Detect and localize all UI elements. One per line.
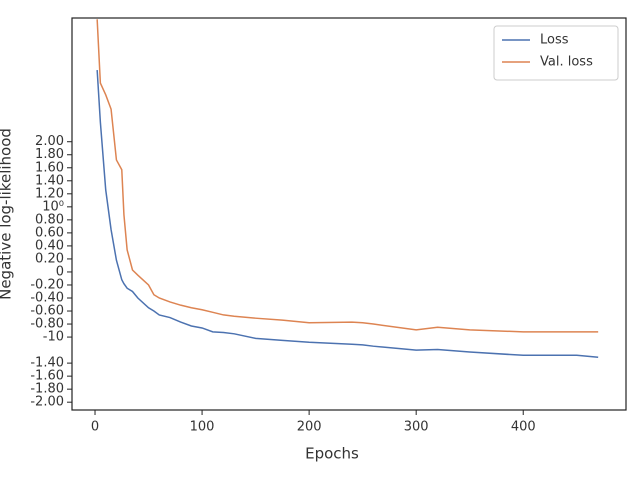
y-tick-label: 1.20 xyxy=(35,186,64,201)
legend-label: Val. loss xyxy=(540,55,593,70)
y-tick-label: 1.60 xyxy=(35,160,64,175)
y-tick-label: 10⁰ xyxy=(42,199,64,214)
legend-label: Loss xyxy=(540,33,569,48)
y-tick-label: 0.60 xyxy=(35,225,64,240)
y-tick-label: -0.80 xyxy=(30,317,64,332)
y-tick-label: 0.80 xyxy=(35,212,64,227)
y-tick-label: -10 xyxy=(43,330,64,345)
y-tick-label: -1.80 xyxy=(30,382,64,397)
y-tick-label: 2.00 xyxy=(35,134,64,149)
y-tick-label: -1.60 xyxy=(30,369,64,384)
x-tick-label: 100 xyxy=(190,420,215,435)
y-tick-label: 1.40 xyxy=(35,173,64,188)
y-tick-label: -1.40 xyxy=(30,356,64,371)
y-tick-label: -0.40 xyxy=(30,291,64,306)
y-tick-label: 1.80 xyxy=(35,147,64,162)
y-tick-label: 0.40 xyxy=(35,238,64,253)
x-tick-label: 0 xyxy=(91,420,99,435)
y-axis-label: Negative log-likelihood xyxy=(0,128,15,300)
y-tick-label: 0 xyxy=(56,264,64,279)
y-tick-label: -2.00 xyxy=(30,395,64,410)
x-axis-label: Epochs xyxy=(305,445,359,463)
line xyxy=(96,70,599,359)
x-tick-label: 400 xyxy=(511,420,536,435)
x-tick-label: 300 xyxy=(404,420,429,435)
x-tick-label: 200 xyxy=(297,420,322,435)
line xyxy=(96,19,599,333)
y-tick-label: 0.20 xyxy=(35,251,64,266)
y-tick-label: -0.20 xyxy=(30,277,64,292)
y-tick-label: -0.60 xyxy=(30,304,64,319)
